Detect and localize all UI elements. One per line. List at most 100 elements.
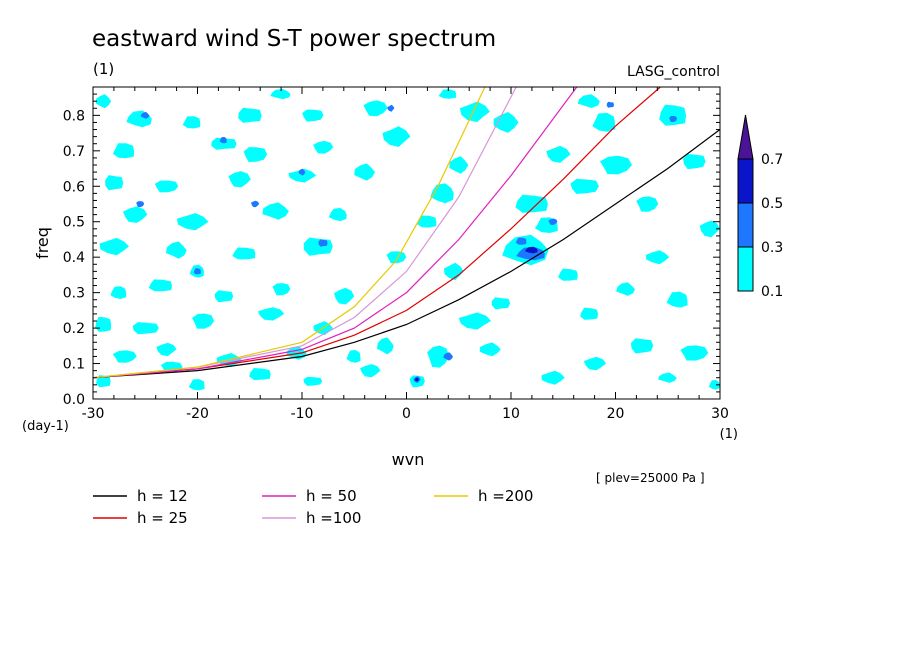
x-axis: -30 -20 -10 0 10 20 30 <box>82 87 729 422</box>
contour-patch <box>243 147 268 162</box>
x-axis-label: wvn <box>392 450 425 469</box>
contour-patch <box>459 101 490 123</box>
legend: h = 12 h = 25 h = 50 h =100 h =200 <box>93 487 533 527</box>
contour-patch <box>228 171 251 188</box>
contour-patch <box>479 342 501 357</box>
contour-patch <box>211 137 237 150</box>
contour-fill-layer <box>95 89 720 391</box>
contour-patch <box>659 104 687 126</box>
y-tick-label: 0.3 <box>63 286 85 302</box>
colorbar-label: 0.5 <box>761 196 783 212</box>
contour-patch <box>382 126 411 147</box>
contour-patch <box>328 208 347 222</box>
contour-patch <box>515 194 548 213</box>
x-tick-label: -10 <box>291 406 314 422</box>
contour-patch <box>491 297 511 310</box>
colorbar-segment <box>737 246 754 292</box>
contour-patch <box>646 250 670 265</box>
contour-patch <box>110 286 127 299</box>
contour-patch <box>515 237 527 245</box>
contour-patch <box>666 291 688 308</box>
y-tick-label: 0.5 <box>63 215 85 231</box>
contour-patch <box>525 246 538 254</box>
contour-patch <box>658 372 677 383</box>
legend-label: h = 12 <box>137 487 188 505</box>
contour-patch <box>123 206 148 223</box>
contour-patch <box>166 241 187 259</box>
colorbar: 0.1 0.3 0.5 0.7 <box>737 114 783 300</box>
contour-patch <box>262 202 289 220</box>
contour-patch <box>249 368 271 381</box>
x-tick-label: -30 <box>82 406 105 422</box>
contour-patch <box>232 247 256 260</box>
x-axis-unit: (1) <box>720 427 738 442</box>
legend-label: h =100 <box>306 509 361 527</box>
contour-patch <box>238 107 262 123</box>
contour-patch <box>616 282 635 296</box>
contour-patch <box>360 364 381 378</box>
contour-patch <box>516 247 545 261</box>
contour-patch <box>334 287 355 305</box>
contour-patch <box>188 379 205 391</box>
x-tick-label: 0 <box>402 406 411 422</box>
contour-patch <box>270 89 291 100</box>
y-axis-unit: (day-1) <box>22 419 69 434</box>
colorbar-segment <box>737 202 754 248</box>
contour-patch <box>570 178 599 194</box>
contour-patch <box>154 180 179 193</box>
contour-patch <box>680 345 709 361</box>
x-tick-label: -20 <box>186 406 209 422</box>
colorbar-label: 0.3 <box>761 240 783 256</box>
contour-patch <box>105 175 124 191</box>
contour-patch <box>600 155 633 175</box>
contour-patch <box>387 104 395 112</box>
contour-patch <box>548 218 558 225</box>
x-tick-label: 20 <box>607 406 625 422</box>
contour-patch <box>592 112 616 132</box>
contour-patch <box>156 342 177 357</box>
colorbar-label: 0.7 <box>761 152 783 168</box>
contour-patch <box>636 196 659 212</box>
colorbar-arrow <box>737 114 754 160</box>
level-note: [ plev=25000 Pa ] <box>596 471 705 485</box>
contour-patch <box>251 200 260 208</box>
y-tick-label: 0.8 <box>63 108 85 124</box>
contour-patch <box>683 154 706 170</box>
contour-patch <box>176 213 209 231</box>
chart-subtitle-left: (1) <box>93 60 114 78</box>
y-tick-label: 0.1 <box>63 357 85 373</box>
legend-label: h = 25 <box>137 509 188 527</box>
contour-patch <box>318 239 328 247</box>
contour-patch <box>303 237 333 256</box>
contour-patch <box>214 290 234 303</box>
contour-patch <box>438 89 457 99</box>
contour-patch <box>298 168 306 176</box>
series-line <box>93 87 578 379</box>
contour-patch <box>192 313 215 329</box>
contour-patch <box>558 268 578 281</box>
contour-patch <box>415 377 419 382</box>
y-tick-label: 0.4 <box>63 250 85 266</box>
legend-label: h = 50 <box>306 487 357 505</box>
contour-patch <box>376 337 394 355</box>
contour-patch <box>302 109 324 122</box>
contour-patch <box>140 111 150 119</box>
y-tick-label: 0.6 <box>63 179 85 195</box>
contour-patch <box>182 116 201 129</box>
contour-patch <box>580 307 598 320</box>
contour-patch <box>112 143 134 159</box>
contour-patch <box>346 350 361 363</box>
y-tick-label: 0.2 <box>63 321 85 337</box>
contour-patch <box>669 116 677 122</box>
contour-patch <box>95 94 112 109</box>
contour-patch <box>354 163 375 181</box>
contour-patch <box>313 140 334 154</box>
contour-patch <box>132 322 159 335</box>
contour-patch <box>148 279 172 292</box>
contour-patch <box>449 156 469 174</box>
contour-patch <box>443 352 453 361</box>
contour-patch <box>193 268 201 275</box>
contour-patch <box>303 376 323 386</box>
contour-patch <box>708 379 720 390</box>
